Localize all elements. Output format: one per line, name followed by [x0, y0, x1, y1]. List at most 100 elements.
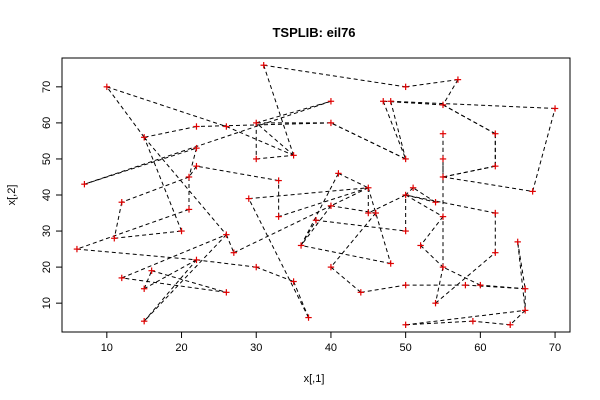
tour-edge — [143, 137, 182, 232]
y-tick-label: 10 — [41, 297, 53, 309]
city-point — [305, 314, 312, 321]
city-point — [275, 177, 282, 184]
city-point — [140, 134, 148, 141]
tour-edge — [248, 187, 369, 200]
tour-edge — [330, 122, 406, 160]
city-points — [73, 62, 559, 328]
city-point — [73, 245, 81, 253]
city-point — [290, 152, 297, 159]
tour-edge — [480, 284, 526, 290]
tour-edges — [76, 64, 556, 326]
tour-edge — [143, 136, 227, 235]
city-point — [529, 188, 536, 195]
city-point — [432, 199, 439, 206]
tour-edge — [121, 277, 227, 293]
tour-edge — [315, 219, 406, 232]
city-point — [439, 263, 447, 271]
city-point — [193, 256, 200, 264]
city-point — [118, 274, 125, 282]
tour-edge — [196, 122, 331, 127]
city-point — [223, 289, 230, 296]
tour-edge — [278, 187, 369, 218]
city-point — [365, 184, 372, 191]
x-tick-label: 20 — [175, 342, 187, 354]
city-point — [327, 263, 335, 271]
city-point — [551, 105, 559, 112]
city-point — [402, 191, 409, 199]
tour-edge — [390, 100, 556, 109]
city-point — [521, 307, 529, 314]
city-point — [253, 155, 260, 163]
city-point — [521, 285, 529, 292]
city-point — [514, 238, 521, 246]
x-tick-label: 10 — [101, 342, 113, 354]
city-point — [140, 317, 148, 325]
y-tick-label: 70 — [41, 81, 53, 93]
city-point — [439, 213, 447, 220]
tour-edge — [368, 194, 406, 214]
tour-edge — [442, 79, 459, 106]
city-point — [454, 76, 462, 83]
tour-edge — [225, 234, 235, 253]
tour-edge — [382, 101, 407, 160]
city-point — [469, 317, 477, 325]
city-point — [402, 281, 409, 289]
y-tick-label: 50 — [41, 153, 53, 165]
city-point — [223, 123, 230, 130]
city-point — [230, 249, 238, 256]
city-point — [185, 206, 193, 213]
city-point — [365, 209, 372, 217]
city-point — [327, 202, 335, 210]
city-point — [380, 98, 387, 105]
tour-edge — [509, 310, 526, 326]
tour-edge — [113, 202, 123, 239]
tour-edge — [435, 267, 444, 304]
city-point — [357, 289, 365, 296]
tour-edge — [106, 86, 227, 127]
tour-edge — [121, 234, 227, 279]
y-tick-label: 40 — [41, 189, 53, 201]
city-point — [387, 98, 394, 105]
tour-edge — [330, 187, 369, 207]
tour-edge — [143, 234, 227, 322]
city-point — [492, 162, 499, 170]
x-tick-label: 40 — [325, 342, 337, 354]
city-point — [327, 119, 335, 127]
tour-edge — [196, 165, 279, 182]
tour-edge — [143, 259, 197, 290]
tour-edge — [405, 194, 436, 203]
tour-edge — [367, 187, 392, 264]
city-point — [81, 180, 88, 188]
tour-edge — [256, 100, 332, 124]
city-point — [178, 227, 185, 235]
tour-edge — [144, 126, 197, 138]
city-point — [253, 119, 260, 127]
city-point — [103, 83, 111, 91]
y-axis: 10 20 30 40 50 60 70 — [41, 81, 63, 309]
tour-edge — [435, 252, 496, 304]
tour-edge — [405, 194, 444, 218]
city-point — [193, 123, 200, 130]
tour-edge — [226, 126, 294, 156]
tour-edge — [330, 212, 377, 268]
tour-edge — [338, 172, 369, 189]
tour-edge — [405, 194, 496, 214]
city-point — [185, 173, 193, 181]
tour-edge — [188, 148, 197, 178]
tour-edge — [76, 248, 197, 261]
plot-frame — [61, 57, 571, 333]
city-point — [253, 263, 260, 271]
chart-title: TSPLIB: eil76 — [272, 25, 355, 40]
tour-edge — [188, 165, 197, 178]
city-point — [148, 267, 155, 274]
tour-edge — [84, 147, 197, 185]
y-axis-label: x[,2] — [6, 185, 18, 206]
tour-edge — [405, 187, 414, 196]
tour-edge — [383, 100, 444, 106]
city-point — [275, 213, 282, 220]
tour-edge — [300, 173, 339, 246]
y-tick-label: 20 — [41, 261, 53, 273]
tour-edge — [390, 101, 407, 160]
city-point — [193, 162, 200, 170]
tour-edge — [360, 284, 406, 293]
